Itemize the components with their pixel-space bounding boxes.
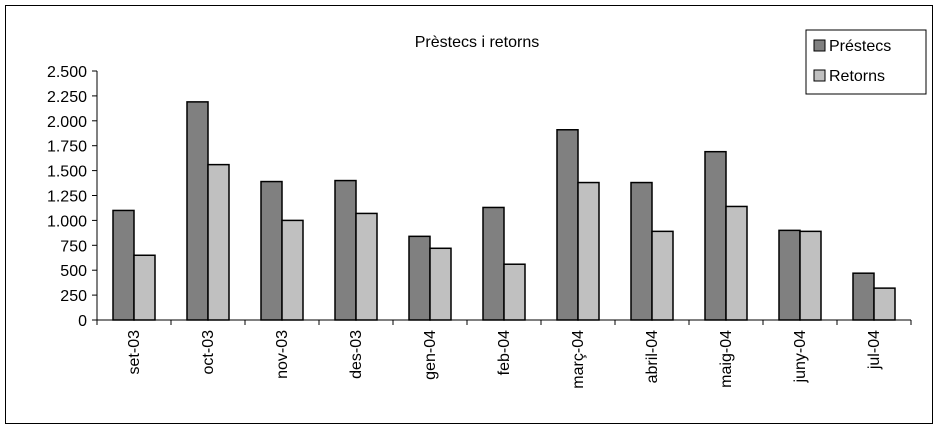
y-tick-label: 750: [60, 238, 87, 255]
bar-prestecs-nov-03: [260, 180, 283, 321]
bar-prestecs-jul-04: [852, 272, 875, 321]
bar-prestecs-set-03: [112, 209, 135, 321]
bar-retorns-nov-03: [281, 219, 304, 321]
y-tick-label: 1.000: [47, 213, 87, 230]
chart-title: Prèstecs i retorns: [415, 34, 539, 51]
x-tick-label: abril-04: [644, 330, 661, 383]
bar-retorns-des-03: [355, 212, 378, 321]
y-tick-label: 1.250: [47, 189, 87, 206]
legend-swatch: [813, 69, 826, 82]
bar-retorns-jul-04: [873, 287, 896, 321]
x-tick-label: oct-03: [200, 330, 217, 375]
y-tick-label: 1.500: [47, 164, 87, 181]
bar-prestecs-des-03: [334, 179, 357, 321]
x-axis: set-03 oct-03 nov-03 des-03 gen-04 feb-04 març…: [96, 319, 912, 389]
bar-prestecs-oct-03: [186, 101, 209, 321]
bar-prestecs-gen-04: [408, 235, 431, 321]
y-tick-label: 0: [78, 313, 87, 330]
x-tick-label: set-03: [126, 330, 143, 375]
x-tick-label: feb-04: [496, 330, 513, 375]
bar-retorns-abril-04: [651, 230, 674, 321]
x-tick-label: maig-04: [718, 330, 735, 388]
bar-prestecs-maig-04: [704, 150, 727, 321]
bar-retorns-oct-03: [207, 163, 230, 321]
legend-label: Préstecs: [829, 38, 891, 55]
bar-retorns-feb-04: [503, 263, 526, 321]
y-tick-label: 2.250: [47, 89, 87, 106]
x-tick-label: gen-04: [422, 330, 439, 380]
bars: [112, 101, 896, 321]
x-tick-label: juny-04: [792, 330, 809, 384]
legend-swatch: [813, 39, 826, 52]
bar-prestecs-març-04: [556, 129, 579, 321]
bar-prestecs-feb-04: [482, 206, 505, 321]
legend: Préstecs Retorns: [805, 29, 927, 95]
x-tick-label: jul-04: [866, 330, 883, 370]
bar-retorns-març-04: [577, 181, 600, 321]
y-axis: 0 250 500 750 1.000 1.250 1.500 1.750 2.000 2.250…: [47, 64, 98, 330]
x-tick-label: des-03: [348, 330, 365, 379]
bar-prestecs-abril-04: [630, 181, 653, 321]
bar-retorns-set-03: [133, 254, 156, 321]
chart-frame: [5, 5, 933, 424]
x-tick-label: març-04: [570, 330, 587, 389]
bar-prestecs-juny-04: [778, 229, 801, 321]
bar-retorns-maig-04: [725, 205, 748, 321]
y-tick-label: 2.000: [47, 114, 87, 131]
y-tick-label: 1.750: [47, 139, 87, 156]
y-tick-label: 500: [60, 263, 87, 280]
bar-retorns-juny-04: [799, 230, 822, 321]
bar-retorns-gen-04: [429, 247, 452, 321]
legend-label: Retorns: [829, 68, 885, 85]
y-tick-label: 250: [60, 288, 87, 305]
y-tick-label: 2.500: [47, 64, 87, 81]
x-tick-label: nov-03: [274, 330, 291, 379]
legend-box: [805, 29, 927, 95]
